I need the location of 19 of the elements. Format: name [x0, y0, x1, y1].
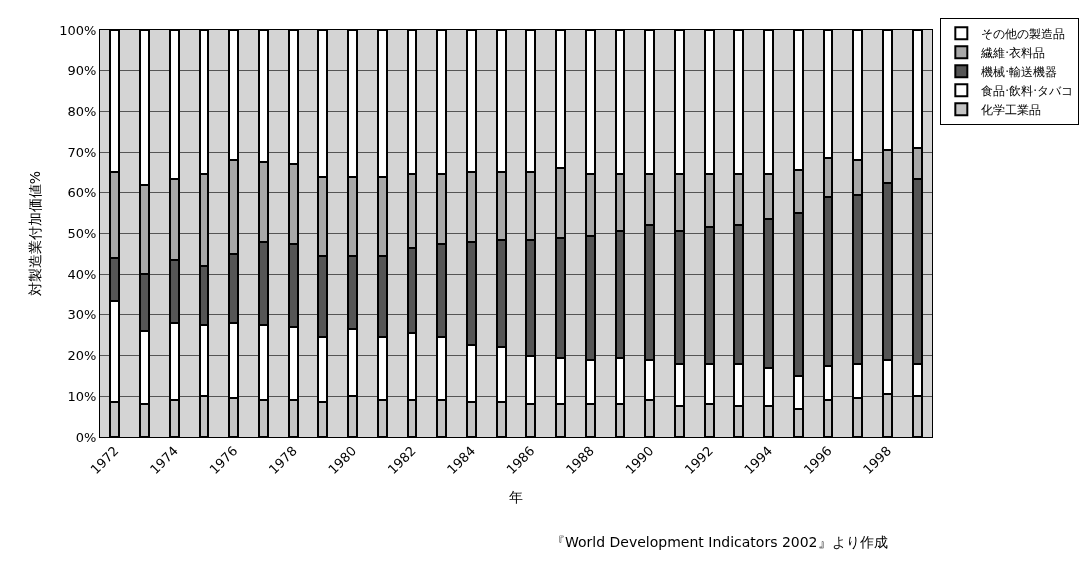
y-tick-label: 80% [67, 103, 97, 119]
legend-label: 化学工業品 [981, 102, 1042, 117]
y-tick-label: 100% [59, 22, 97, 38]
y-tick-label: 0% [75, 429, 97, 445]
y-tick-label: 70% [67, 144, 97, 160]
y-tick-label: 40% [67, 266, 97, 282]
legend-label: 食品·飲料·タバコ [981, 83, 1073, 98]
y-tick-label: 30% [67, 307, 97, 323]
y-axis-title: 対製造業付加価値% [26, 170, 43, 297]
x-axis-title: 年 [509, 488, 523, 505]
y-tick-label: 50% [67, 226, 97, 242]
y-tick-label: 10% [67, 388, 97, 404]
y-tick-label: 90% [67, 63, 97, 79]
legend-label: その他の製造品 [981, 26, 1066, 41]
y-tick-label: 60% [67, 185, 97, 201]
y-tick-label: 20% [67, 348, 97, 364]
text: 『World Development Indicators 2002』より作成 [551, 534, 888, 550]
legend-label: 繊維·衣料品 [980, 45, 1046, 60]
legend-label: 機械·輸送機器 [981, 64, 1058, 79]
